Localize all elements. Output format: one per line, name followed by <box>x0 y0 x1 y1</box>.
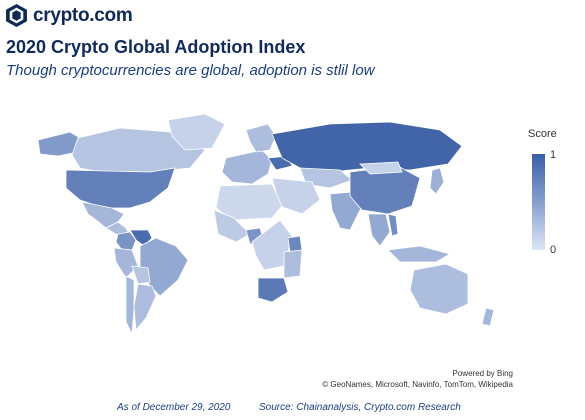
region-united-states[interactable]: United States <box>65 167 176 209</box>
brand-logo: crypto.com <box>6 4 133 27</box>
region-bolivia[interactable]: Bolivia <box>131 265 151 285</box>
region-east-africa[interactable]: East Africa <box>283 249 303 279</box>
legend-title: Score <box>528 128 557 140</box>
region-western-europe[interactable]: Western Europe <box>221 149 273 185</box>
region-japan[interactable]: Japan <box>429 167 445 195</box>
region-kenya[interactable]: Kenya <box>287 235 303 253</box>
region-north-africa[interactable]: North Africa <box>215 183 283 221</box>
region-russia[interactable]: Russia <box>271 121 463 173</box>
footer-source: Source: Chainanalysis, Crypto.com Resear… <box>259 402 461 413</box>
region-indonesia[interactable]: Indonesia <box>387 245 452 263</box>
region-mongolia[interactable]: Mongolia <box>359 161 403 175</box>
region-west-africa[interactable]: West Africa <box>213 209 251 243</box>
footer-date: As of December 29, 2020 <box>117 402 231 413</box>
region-chile[interactable]: Chile <box>125 275 135 336</box>
legend-max-label: 1 <box>550 149 557 161</box>
region-vietnam[interactable]: Vietnam <box>387 213 399 237</box>
region-peru[interactable]: Peru <box>113 247 139 279</box>
region-scandinavia[interactable]: Scandinavia <box>245 123 277 153</box>
region-new-zealand[interactable]: New Zealand <box>481 307 495 327</box>
legend-color-scale <box>532 154 545 250</box>
brand-name: crypto.com <box>33 4 133 26</box>
region-argentina[interactable]: Argentina <box>133 283 157 332</box>
lion-shield-icon <box>6 4 27 27</box>
region-south-africa[interactable]: South Africa <box>257 277 289 303</box>
page-subtitle: Though cryptocurrencies are global, adop… <box>6 62 375 79</box>
world-map[interactable]: Alaska Canada Greenland United States Me… <box>0 110 520 350</box>
page-title: 2020 Crypto Global Adoption Index <box>6 37 306 57</box>
region-china[interactable]: China <box>349 165 421 215</box>
region-australia[interactable]: Australia <box>409 263 469 315</box>
legend-min-label: 0 <box>550 244 557 256</box>
region-southeast-asia[interactable]: Southeast Asia <box>367 213 391 247</box>
map-credit-powered-by: Powered by Bing <box>452 369 513 378</box>
region-greenland[interactable]: Greenland <box>167 113 226 151</box>
map-credit-sources: © GeoNames, Microsoft, Navinfo, TomTom, … <box>322 380 513 389</box>
